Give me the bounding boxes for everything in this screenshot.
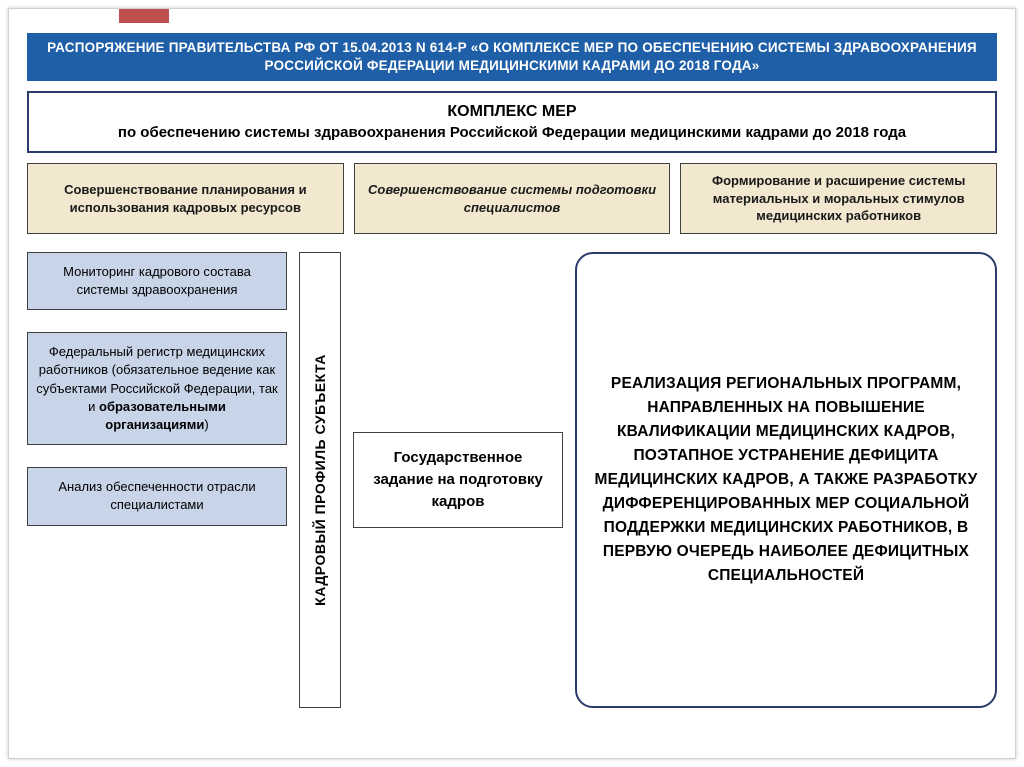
- left-box-registry-post: ): [204, 417, 208, 432]
- left-box-registry: Федеральный регистр медицинских работник…: [27, 332, 287, 445]
- col-3-incentives: Формирование и расширение системы матери…: [680, 163, 997, 234]
- vertical-label: КАДРОВЫЙ ПРОФИЛЬ СУБЪЕКТА: [312, 354, 328, 606]
- main-title-line1: КОМПЛЕКС МЕР: [69, 101, 955, 123]
- vertical-label-box: КАДРОВЫЙ ПРОФИЛЬ СУБЪЕКТА: [299, 252, 341, 708]
- center-box-task: Государственное задание на подготовку ка…: [353, 432, 563, 527]
- col-2-training: Совершенствование системы подготовки спе…: [354, 163, 671, 234]
- left-column: Мониторинг кадрового состава системы здр…: [27, 252, 287, 708]
- accent-tab: [119, 9, 169, 23]
- right-box-programs: РЕАЛИЗАЦИЯ РЕГИОНАЛЬНЫХ ПРОГРАММ, НАПРАВ…: [575, 252, 997, 708]
- left-box-monitoring: Мониторинг кадрового состава системы здр…: [27, 252, 287, 310]
- header-bar: РАСПОРЯЖЕНИЕ ПРАВИТЕЛЬСТВА РФ ОТ 15.04.2…: [27, 33, 997, 81]
- slide-page: РАСПОРЯЖЕНИЕ ПРАВИТЕЛЬСТВА РФ ОТ 15.04.2…: [8, 8, 1016, 759]
- right-column: РЕАЛИЗАЦИЯ РЕГИОНАЛЬНЫХ ПРОГРАММ, НАПРАВ…: [575, 252, 997, 708]
- main-title-box: КОМПЛЕКС МЕР по обеспечению системы здра…: [27, 91, 997, 153]
- main-title-line2: по обеспечению системы здравоохранения Р…: [69, 123, 955, 143]
- lower-section: Мониторинг кадрового состава системы здр…: [27, 252, 997, 708]
- center-column: Государственное задание на подготовку ка…: [353, 252, 563, 708]
- col-1-planning: Совершенствование планирования и использ…: [27, 163, 344, 234]
- left-box-analysis: Анализ обеспеченности отрасли специалист…: [27, 467, 287, 525]
- three-columns: Совершенствование планирования и использ…: [27, 163, 997, 234]
